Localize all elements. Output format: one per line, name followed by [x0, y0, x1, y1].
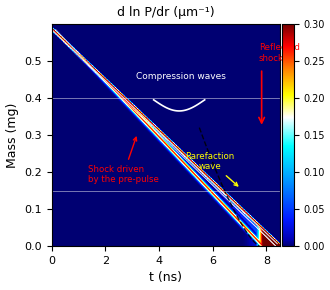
Text: Reflected
shock: Reflected shock [259, 44, 300, 63]
X-axis label: t (ns): t (ns) [149, 271, 182, 284]
Text: Shock driven
by the pre-pulse: Shock driven by the pre-pulse [88, 137, 159, 184]
Text: Rarefaction
wave: Rarefaction wave [185, 152, 238, 186]
Title: d ln P/dr (μm⁻¹): d ln P/dr (μm⁻¹) [117, 6, 214, 19]
Y-axis label: Mass (mg): Mass (mg) [6, 102, 18, 168]
Text: Compression waves: Compression waves [136, 72, 225, 81]
